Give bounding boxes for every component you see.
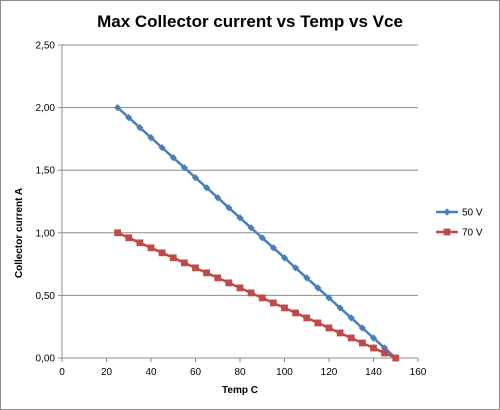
data-point bbox=[192, 264, 199, 272]
y-tick-label: 2,50 bbox=[36, 41, 56, 52]
data-point bbox=[114, 104, 122, 112]
data-point bbox=[169, 254, 177, 262]
y-tick-label: 0,50 bbox=[36, 291, 56, 302]
x-tick-label: 140 bbox=[365, 367, 382, 378]
data-point bbox=[392, 354, 400, 362]
x-tick-label: 0 bbox=[59, 367, 65, 378]
data-point bbox=[125, 234, 133, 242]
data-point bbox=[347, 334, 355, 342]
data-point bbox=[203, 269, 211, 277]
data-point bbox=[136, 124, 144, 132]
data-point bbox=[214, 194, 222, 202]
data-point bbox=[269, 244, 277, 252]
y-tick-label: 1,00 bbox=[36, 228, 56, 239]
y-tick-label: 2,00 bbox=[36, 103, 56, 114]
data-point bbox=[247, 289, 255, 297]
data-point bbox=[203, 184, 211, 192]
data-point bbox=[180, 164, 188, 172]
data-point bbox=[314, 284, 322, 292]
data-point bbox=[325, 294, 333, 302]
legend-marker bbox=[443, 208, 451, 216]
data-point bbox=[136, 239, 144, 247]
data-point bbox=[358, 339, 366, 347]
data-point bbox=[369, 334, 378, 342]
data-point bbox=[225, 204, 233, 212]
data-point bbox=[247, 224, 255, 232]
data-point bbox=[292, 264, 300, 272]
y-tick-label: 0,00 bbox=[36, 354, 56, 365]
data-point bbox=[280, 254, 289, 262]
data-point bbox=[336, 304, 344, 312]
data-point bbox=[381, 349, 389, 357]
data-point bbox=[147, 134, 155, 142]
legend: 50 V 70 V bbox=[436, 208, 483, 239]
grid-lines bbox=[62, 44, 418, 296]
data-point bbox=[191, 174, 200, 182]
axes bbox=[58, 44, 419, 362]
series-layer bbox=[114, 104, 400, 362]
x-tick-label: 100 bbox=[276, 367, 293, 378]
legend-item: 70 V bbox=[436, 228, 483, 239]
x-tick-label: 20 bbox=[101, 367, 113, 378]
data-point bbox=[125, 114, 133, 122]
data-point bbox=[158, 249, 166, 257]
data-point bbox=[258, 294, 266, 302]
x-tick-label: 40 bbox=[145, 367, 157, 378]
data-point bbox=[325, 324, 333, 332]
data-point bbox=[314, 319, 322, 327]
y-axis-label: Collector current A bbox=[14, 188, 25, 278]
data-point bbox=[114, 229, 122, 237]
data-point bbox=[336, 329, 344, 337]
data-point bbox=[236, 214, 244, 222]
data-point bbox=[303, 274, 311, 282]
data-point bbox=[370, 344, 377, 352]
x-axis-label: Temp C bbox=[222, 385, 258, 396]
legend-marker bbox=[443, 228, 451, 236]
chart-title: Max Collector current vs Temp vs Vce bbox=[97, 12, 403, 31]
data-point bbox=[281, 304, 288, 312]
data-point bbox=[158, 144, 166, 152]
data-point bbox=[269, 299, 277, 307]
data-point bbox=[303, 314, 311, 322]
x-tick-label: 120 bbox=[321, 367, 338, 378]
x-tick-label: 160 bbox=[410, 367, 427, 378]
data-point bbox=[169, 154, 177, 162]
series-1 bbox=[114, 229, 400, 362]
data-point bbox=[180, 259, 188, 267]
y-tick-labels: 0,00 0,50 1,00 1,50 2,00 2,50 bbox=[36, 41, 56, 365]
data-point bbox=[292, 309, 300, 317]
legend-item: 50 V bbox=[436, 208, 483, 219]
data-point bbox=[225, 279, 233, 287]
data-point bbox=[236, 284, 244, 292]
y-tick-label: 1,50 bbox=[36, 166, 56, 177]
x-tick-labels: 0 20 40 60 80 100 120 140 160 bbox=[59, 367, 427, 378]
x-tick-label: 60 bbox=[190, 367, 202, 378]
data-point bbox=[347, 314, 355, 322]
x-tick-label: 80 bbox=[234, 367, 246, 378]
data-point bbox=[147, 244, 155, 252]
legend-label: 50 V bbox=[462, 208, 483, 219]
data-point bbox=[358, 324, 366, 332]
series-0 bbox=[114, 104, 400, 362]
data-point bbox=[258, 234, 266, 242]
data-point bbox=[214, 274, 222, 282]
legend-label: 70 V bbox=[462, 228, 483, 239]
